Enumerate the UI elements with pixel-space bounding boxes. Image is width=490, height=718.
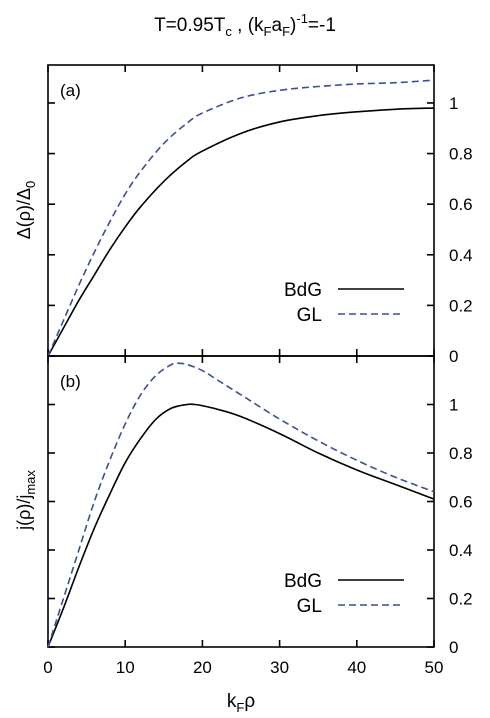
panel-a-ytick-label: 0.4 <box>449 246 473 265</box>
panel-a-series-bdg-line <box>47 107 435 357</box>
x-axis-label: kFρ <box>227 691 255 715</box>
panel-a-legend-label-bdg: BdG <box>284 280 322 301</box>
panel-a-ytick-label: 1 <box>449 94 458 113</box>
panel-a-label: (a) <box>60 81 81 100</box>
panel-a-ytick-label: 0.8 <box>449 145 473 164</box>
panel-a-series <box>47 79 435 357</box>
panel-a-legend: BdG GL <box>284 280 404 326</box>
panel-b-ytick-label: 0.8 <box>449 444 473 463</box>
panel-b-ylabel: j(ρ)/jmax <box>14 470 38 531</box>
panel-b-ticks: 0 0.2 0.4 0.6 0.8 1 <box>47 356 473 657</box>
panel-b-ytick-label: 1 <box>449 396 458 415</box>
panel-b-series-bdg-line <box>47 403 435 648</box>
panel-a-legend-label-gl: GL <box>297 305 322 326</box>
panel-b-legend-label-gl: GL <box>297 596 322 617</box>
panel-a-ytick-label: 0.6 <box>449 195 473 214</box>
panel-b-ytick-label: 0.4 <box>449 541 473 560</box>
panel-a-ytick-label: 0 <box>449 347 458 366</box>
panel-a-ticks: 0 0.2 0.4 0.6 0.8 1 <box>47 65 473 366</box>
panel-a-frame <box>47 64 435 357</box>
x-tick-labels: 0 10 20 30 40 50 <box>43 658 443 677</box>
panel-a-ytick-label: 0.2 <box>449 296 473 315</box>
panel-b-series <box>47 362 435 648</box>
panel-b-label: (b) <box>60 372 81 391</box>
x-tick-label: 40 <box>347 658 366 677</box>
panel-b-legend: BdG GL <box>284 571 404 617</box>
figure-title: T=0.95Tc , (kFaF)-1=-1 <box>154 11 336 39</box>
x-tick-label: 20 <box>193 658 212 677</box>
x-tick-label: 10 <box>116 658 135 677</box>
panel-a-ylabel: Δ(ρ)/Δ0 <box>14 181 38 240</box>
x-tick-label: 0 <box>43 658 52 677</box>
x-tick-label: 50 <box>425 658 444 677</box>
panel-a-series-gl-line <box>47 79 435 357</box>
panel-b-ytick-label: 0 <box>449 638 458 657</box>
panel-b: (b) j(ρ)/jmax 0 0.2 0.4 0.6 0.8 1 BdG GL <box>14 355 473 657</box>
x-tick-label: 30 <box>270 658 289 677</box>
panel-b-ytick-label: 0.2 <box>449 590 473 609</box>
panel-a: (a) Δ(ρ)/Δ0 0 0.2 0.4 0.6 0.8 1 BdG GL <box>14 64 473 366</box>
panel-b-ytick-label: 0.6 <box>449 493 473 512</box>
panel-b-legend-label-bdg: BdG <box>284 571 322 592</box>
panel-b-series-gl-line <box>47 362 435 648</box>
